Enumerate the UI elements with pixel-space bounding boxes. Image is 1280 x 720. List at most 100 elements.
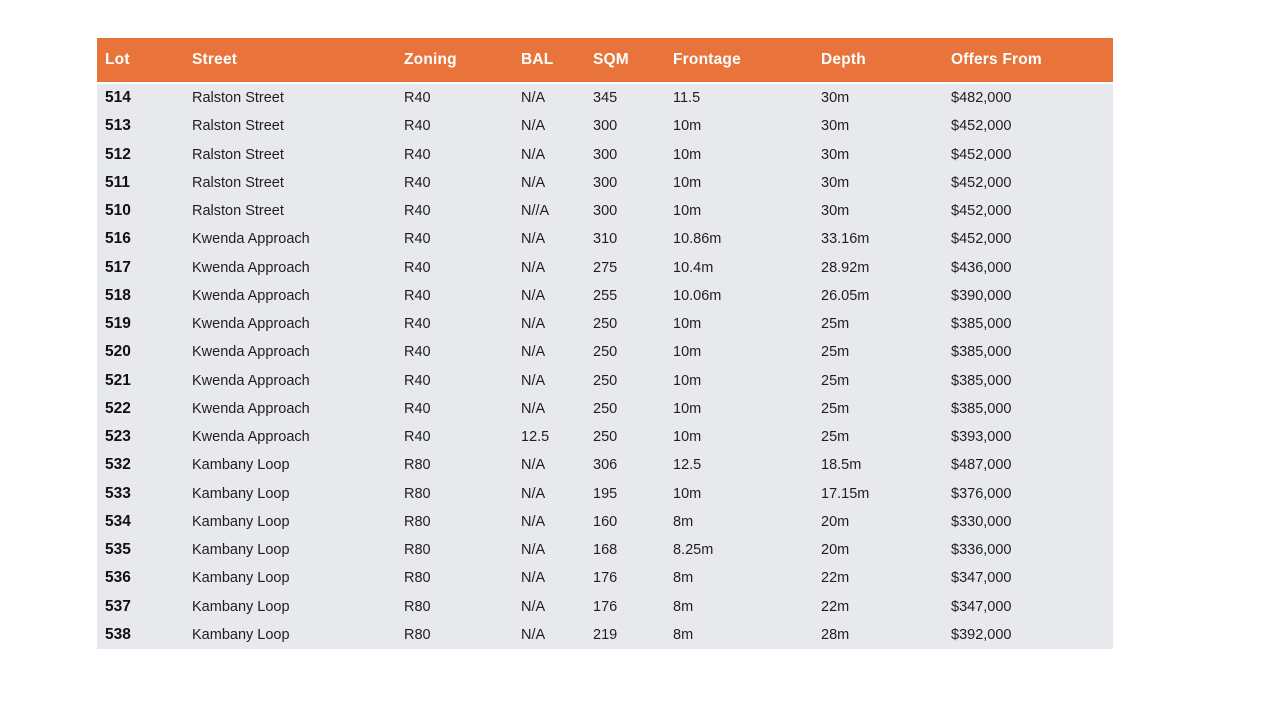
cell-offers-from: $385,000 — [951, 400, 1012, 417]
cell-sqm: 160 — [593, 513, 618, 530]
cell-offers-from: $390,000 — [951, 287, 1012, 304]
cell-offers-from: $385,000 — [951, 372, 1012, 389]
cell-offers-from: $347,000 — [951, 598, 1012, 615]
column-header-street: Street — [192, 51, 238, 68]
cell-street: Kwenda Approach — [192, 400, 310, 417]
cell-bal: N/A — [521, 598, 546, 615]
cell-zoning: R40 — [404, 400, 431, 417]
column-header-bal: BAL — [521, 51, 554, 68]
cell-sqm: 250 — [593, 344, 618, 361]
cell-sqm: 219 — [593, 626, 618, 643]
cell-bal: N/A — [521, 457, 546, 474]
cell-depth: 20m — [821, 513, 850, 530]
cell-offers-from: $347,000 — [951, 570, 1012, 587]
cell-lot: 518 — [105, 286, 131, 304]
cell-frontage: 10m — [673, 429, 702, 446]
cell-frontage: 8.25m — [673, 542, 714, 559]
table-row: 518 Kwenda Approach R40 N/A 255 10.06m 26.05m $… — [97, 282, 1113, 310]
cell-street: Kwenda Approach — [192, 287, 310, 304]
cell-lot: 535 — [105, 541, 131, 559]
cell-depth: 25m — [821, 344, 850, 361]
cell-sqm: 250 — [593, 400, 618, 417]
cell-bal: N/A — [521, 485, 546, 502]
table-row: 536 Kambany Loop R80 N/A 176 8m 22m $347,000 — [97, 564, 1113, 592]
cell-zoning: R40 — [404, 203, 431, 220]
table-row: 535 Kambany Loop R80 N/A 168 8.25m 20m $336,000 — [97, 536, 1113, 564]
cell-street: Kambany Loop — [192, 598, 290, 615]
cell-sqm: 176 — [593, 570, 618, 587]
cell-bal: N/A — [521, 372, 546, 389]
cell-offers-from: $452,000 — [951, 231, 1012, 248]
cell-zoning: R40 — [404, 118, 431, 135]
cell-lot: 513 — [105, 117, 131, 135]
cell-frontage: 8m — [673, 626, 694, 643]
cell-depth: 22m — [821, 570, 850, 587]
table-row: 512 Ralston Street R40 N/A 300 10m 30m $452,000 — [97, 141, 1113, 169]
cell-sqm: 250 — [593, 429, 618, 446]
cell-lot: 514 — [105, 89, 131, 107]
cell-frontage: 10m — [673, 344, 702, 361]
cell-bal: N/A — [521, 570, 546, 587]
cell-zoning: R80 — [404, 598, 431, 615]
cell-frontage: 10m — [673, 316, 702, 333]
cell-sqm: 250 — [593, 372, 618, 389]
table-row: 537 Kambany Loop R80 N/A 176 8m 22m $347,000 — [97, 593, 1113, 621]
cell-frontage: 10m — [673, 146, 702, 163]
cell-depth: 25m — [821, 316, 850, 333]
cell-depth: 30m — [821, 118, 850, 135]
cell-lot: 538 — [105, 625, 131, 643]
column-header-depth: Depth — [821, 51, 866, 68]
cell-bal: N/A — [521, 259, 546, 276]
cell-sqm: 310 — [593, 231, 618, 248]
cell-zoning: R40 — [404, 146, 431, 163]
cell-street: Kambany Loop — [192, 542, 290, 559]
cell-bal: N/A — [521, 231, 546, 248]
table-row: 519 Kwenda Approach R40 N/A 250 10m 25m $385,00… — [97, 310, 1113, 338]
table-row: 538 Kambany Loop R80 N/A 219 8m 28m $392,000 — [97, 621, 1113, 649]
cell-street: Ralston Street — [192, 203, 284, 220]
cell-zoning: R40 — [404, 259, 431, 276]
cell-lot: 532 — [105, 456, 131, 474]
column-header-sqm: SQM — [593, 51, 629, 68]
cell-offers-from: $452,000 — [951, 203, 1012, 220]
cell-sqm: 255 — [593, 287, 618, 304]
cell-lot: 537 — [105, 597, 131, 615]
cell-street: Kambany Loop — [192, 626, 290, 643]
cell-zoning: R40 — [404, 372, 431, 389]
table-row: 521 Kwenda Approach R40 N/A 250 10m 25m $385,00… — [97, 367, 1113, 395]
cell-lot: 512 — [105, 145, 131, 163]
cell-lot: 516 — [105, 230, 131, 248]
cell-bal: N/A — [521, 344, 546, 361]
cell-frontage: 10m — [673, 118, 702, 135]
table-row: 511 Ralston Street R40 N/A 300 10m 30m $452,000 — [97, 169, 1113, 197]
cell-lot: 536 — [105, 569, 131, 587]
table-row: 517 Kwenda Approach R40 N/A 275 10.4m 28.92m $4… — [97, 254, 1113, 282]
cell-frontage: 10m — [673, 203, 702, 220]
cell-frontage: 10m — [673, 400, 702, 417]
cell-zoning: R40 — [404, 316, 431, 333]
cell-street: Kambany Loop — [192, 513, 290, 530]
cell-street: Kambany Loop — [192, 457, 290, 474]
cell-frontage: 10m — [673, 174, 702, 191]
cell-depth: 22m — [821, 598, 850, 615]
table-row: 522 Kwenda Approach R40 N/A 250 10m 25m $385,00… — [97, 395, 1113, 423]
table-row: 513 Ralston Street R40 N/A 300 10m 30m $452,000 — [97, 112, 1113, 140]
cell-offers-from: $487,000 — [951, 457, 1012, 474]
cell-street: Kwenda Approach — [192, 259, 310, 276]
table-row: 532 Kambany Loop R80 N/A 306 12.5 18.5m $487,00… — [97, 451, 1113, 479]
cell-frontage: 8m — [673, 513, 694, 530]
cell-depth: 30m — [821, 90, 850, 107]
cell-sqm: 300 — [593, 174, 618, 191]
cell-street: Kwenda Approach — [192, 372, 310, 389]
cell-sqm: 345 — [593, 90, 618, 107]
cell-bal: N//A — [521, 203, 550, 220]
cell-sqm: 275 — [593, 259, 618, 276]
cell-offers-from: $393,000 — [951, 429, 1012, 446]
table-row: 533 Kambany Loop R80 N/A 195 10m 17.15m $376,00… — [97, 480, 1113, 508]
cell-depth: 33.16m — [821, 231, 870, 248]
table-body: 514 Ralston Street R40 N/A 345 11.5 30m $482,00… — [97, 84, 1113, 649]
cell-bal: N/A — [521, 513, 546, 530]
cell-sqm: 195 — [593, 485, 618, 502]
cell-lot: 533 — [105, 484, 131, 502]
cell-zoning: R80 — [404, 570, 431, 587]
